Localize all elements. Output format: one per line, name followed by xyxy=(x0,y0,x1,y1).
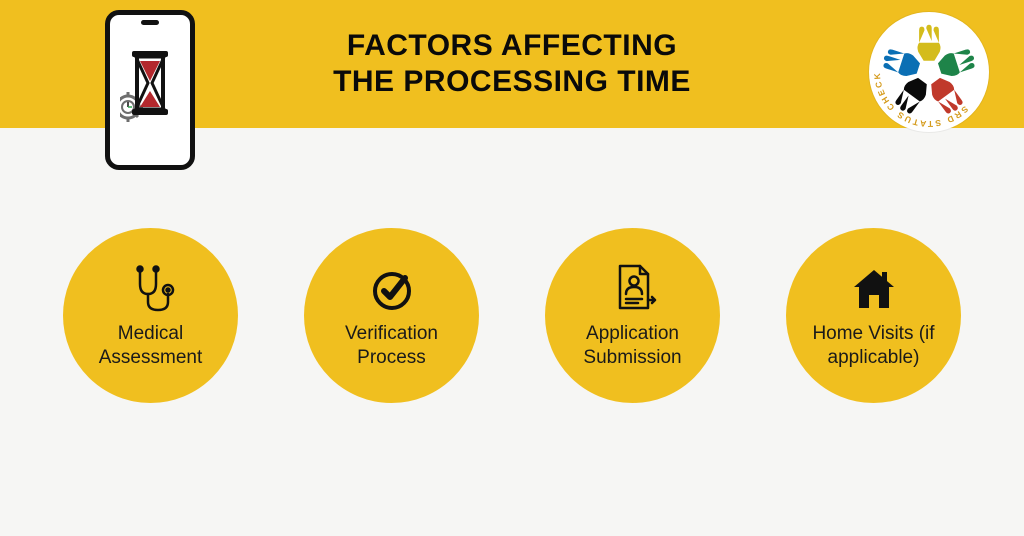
factor-label: Home Visits (if applicable) xyxy=(800,322,947,370)
phone-notch xyxy=(141,20,159,25)
factor-application-submission: Application Submission xyxy=(545,228,720,403)
document-person-icon xyxy=(608,262,658,316)
srd-hands-icon: SRD STATUS CHECK xyxy=(869,12,989,132)
house-icon xyxy=(849,262,899,316)
hourglass-gear-icon xyxy=(120,45,180,135)
header-banner: FACTORS AFFECTING THE PROCESSING TIME xyxy=(0,0,1024,128)
factor-medical-assessment: Medical Assessment xyxy=(63,228,238,403)
factor-home-visits: Home Visits (if applicable) xyxy=(786,228,961,403)
factor-circles-row: Medical Assessment Verification Process xyxy=(0,228,1024,403)
factor-label: Application Submission xyxy=(559,322,706,370)
srd-logo-badge: SRD STATUS CHECK xyxy=(869,12,989,132)
phone-illustration xyxy=(105,10,195,170)
stethoscope-icon xyxy=(126,262,176,316)
factor-label: Medical Assessment xyxy=(77,322,224,370)
factor-label: Verification Process xyxy=(318,322,465,370)
body-area: Medical Assessment Verification Process xyxy=(0,128,1024,536)
checkmark-circle-icon xyxy=(367,262,417,316)
factor-verification-process: Verification Process xyxy=(304,228,479,403)
